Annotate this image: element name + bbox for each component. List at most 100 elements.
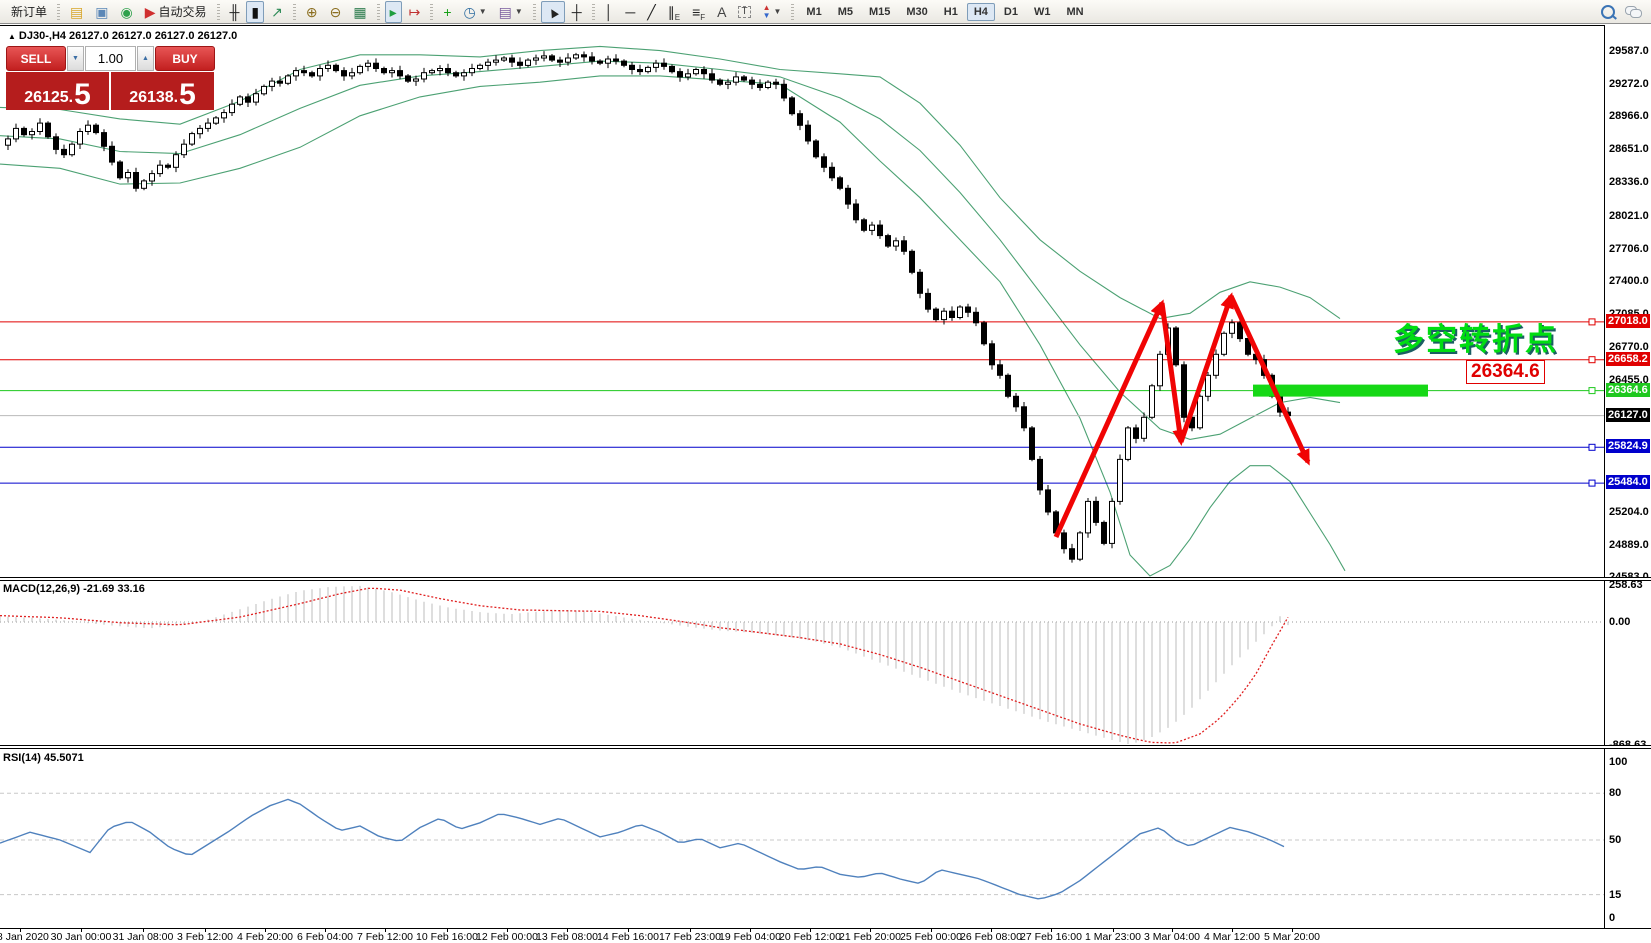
time-axis-label: 5 Mar 20:00 xyxy=(1263,931,1321,943)
fibonacci-icon[interactable]: ≡ F xyxy=(692,3,706,22)
macd-histogram xyxy=(0,585,1289,744)
text-icon: A xyxy=(717,3,727,20)
panel-splitter[interactable] xyxy=(0,745,1651,749)
time-tick xyxy=(507,929,508,932)
timeframe-m15[interactable]: M15 xyxy=(868,5,891,18)
line-chart-icon[interactable]: ↗ xyxy=(266,1,288,23)
toolbar-grip[interactable] xyxy=(591,3,595,20)
templates-icon[interactable]: ▤ ▼ xyxy=(498,3,523,20)
horizontal-line-icon[interactable]: ─ xyxy=(620,1,640,23)
main-price-chart[interactable] xyxy=(0,25,1604,578)
sell-price[interactable]: 26125. 5 xyxy=(6,72,109,110)
main-toolbar: 新订单 ▤ ▣ ◉ ▶ 自动交易 ╫ ▮ ↗ ⊕ ⊖ ▦ ▸ ↦ + ◷ ▼ ▤ ▼ ▲ ┼ │ ─ ╱ ∥ E ≡ F A T ▲ ▼ ▼ M1… xyxy=(0,0,1651,24)
volume-input[interactable]: 1.00 xyxy=(85,46,136,71)
time-axis-label: 31 Jan 08:00 xyxy=(112,931,174,943)
level-price-label[interactable]: 26364.6 xyxy=(1606,382,1650,397)
macd-axis-label: 258.63 xyxy=(1609,579,1643,592)
periods-icon[interactable]: ◷ ▼ xyxy=(463,3,487,20)
price-axis[interactable]: 29587.0 29272.0 28966.0 28651.0 28336.0 28021… xyxy=(1604,25,1651,928)
timeframe-h4[interactable]: H4 xyxy=(966,2,995,21)
macd-indicator-label: MACD(12,26,9) -21.69 33.16 xyxy=(3,583,145,595)
text-label-icon: T xyxy=(738,5,751,18)
toolbar-grip[interactable] xyxy=(57,3,61,20)
crosshair-icon: ┼ xyxy=(571,3,582,20)
time-tick xyxy=(385,929,386,932)
time-axis-label: 3 Mar 04:00 xyxy=(1143,931,1201,943)
cursor-icon[interactable]: ▲ xyxy=(540,0,565,23)
text-icon[interactable]: A xyxy=(712,1,731,23)
chart-shift-icon[interactable]: ↦ xyxy=(404,1,426,23)
equidistant-channel-icon: ∥ xyxy=(667,3,675,20)
timeframe-w1[interactable]: W1 xyxy=(1033,5,1051,18)
time-axis-label: 21 Feb 20:00 xyxy=(839,931,901,943)
zoom-out-icon[interactable]: ⊖ xyxy=(325,1,347,23)
timeframe-mn[interactable]: MN xyxy=(1066,5,1084,18)
signals-icon[interactable]: ◉ xyxy=(115,1,137,23)
level-price-label[interactable]: 25824.9 xyxy=(1606,439,1650,454)
vertical-line-icon[interactable]: │ xyxy=(600,1,619,23)
time-tick xyxy=(1172,929,1173,932)
auto-scroll-icon[interactable]: ▸ xyxy=(384,0,402,23)
text-label-icon[interactable]: T xyxy=(733,1,755,23)
turning-point-annotation[interactable]: 多空转折点 xyxy=(1393,322,1558,357)
tile-windows-icon[interactable]: ▦ xyxy=(348,1,371,23)
candlestick-icon[interactable]: ▮ xyxy=(246,0,265,23)
toolbar-grip[interactable] xyxy=(532,3,536,20)
price-axis-label: 29587.0 xyxy=(1609,45,1649,57)
timeframe-m5[interactable]: M5 xyxy=(837,5,853,18)
fibonacci-icon: ≡ xyxy=(692,3,701,20)
level-price-label[interactable]: 27018.0 xyxy=(1606,313,1650,328)
level-price-label[interactable]: 25484.0 xyxy=(1606,475,1650,490)
arrows-icon[interactable]: ▲ ▼ ▼ xyxy=(762,2,782,20)
toolbar-grip[interactable] xyxy=(791,3,795,20)
volume-increase-button[interactable]: ▲ xyxy=(137,46,154,71)
data-window-icon[interactable]: ▣ xyxy=(90,1,113,23)
quotes-window-icon[interactable]: ▤ xyxy=(65,1,88,23)
zoom-in-icon[interactable]: ⊕ xyxy=(301,1,323,23)
sell-button[interactable]: SELL xyxy=(6,46,66,71)
ohlc-bars-icon[interactable]: ╫ xyxy=(225,1,245,23)
candlestick-icon: ▮ xyxy=(251,3,260,20)
toolbar-grip[interactable] xyxy=(216,3,220,20)
timeframe-d1[interactable]: D1 xyxy=(1003,5,1018,18)
support-zone-rect[interactable] xyxy=(1253,384,1428,397)
trendline-icon[interactable]: ╱ xyxy=(642,1,660,23)
timeframe-h1[interactable]: H1 xyxy=(943,5,958,18)
buy-price[interactable]: 26138. 5 xyxy=(111,72,214,110)
timeframe-m1[interactable]: M1 xyxy=(806,5,822,18)
time-axis-label: 19 Feb 04:00 xyxy=(719,931,781,943)
time-axis-label: 6 Feb 04:00 xyxy=(296,931,354,943)
time-axis-label: 28 Jan 2020 xyxy=(0,931,49,943)
trend-arrows[interactable] xyxy=(1053,292,1311,539)
buy-button[interactable]: BUY xyxy=(155,46,215,71)
indicators-icon[interactable]: + xyxy=(438,1,456,23)
price-axis-label: 27400.0 xyxy=(1609,274,1649,287)
macd-panel[interactable] xyxy=(0,581,1604,745)
cursor-icon: ▲ xyxy=(542,1,563,22)
search-icon[interactable] xyxy=(1601,4,1615,19)
data-window-icon: ▣ xyxy=(95,3,109,20)
ohlc-bars-icon: ╫ xyxy=(229,3,240,20)
crosshair-icon[interactable]: ┼ xyxy=(567,1,587,23)
candlestick-series xyxy=(5,51,1291,563)
level-price-label[interactable]: 26658.2 xyxy=(1606,351,1650,366)
autotrade-button[interactable]: ▶ 自动交易 xyxy=(144,3,207,20)
equidistant-channel-icon[interactable]: ∥ E xyxy=(667,3,681,22)
macd-axis-label: 0.00 xyxy=(1609,616,1631,628)
time-tick xyxy=(205,929,206,932)
panel-splitter[interactable] xyxy=(0,577,1651,581)
toolbar-grip[interactable] xyxy=(292,3,296,20)
chat-icon[interactable] xyxy=(1625,6,1642,18)
new-order-button[interactable]: 新订单 xyxy=(11,5,48,19)
volume-decrease-button[interactable]: ▼ xyxy=(67,46,84,71)
time-tick xyxy=(81,929,82,932)
toolbar-grip[interactable] xyxy=(430,3,434,20)
rsi-panel[interactable] xyxy=(0,749,1604,928)
time-tick xyxy=(750,929,751,932)
price-tag-annotation[interactable]: 26364.6 xyxy=(1466,360,1545,384)
timeframe-m30[interactable]: M30 xyxy=(906,5,928,18)
toolbar-grip[interactable] xyxy=(376,3,380,20)
horizontal-level-lines[interactable] xyxy=(0,318,1604,487)
